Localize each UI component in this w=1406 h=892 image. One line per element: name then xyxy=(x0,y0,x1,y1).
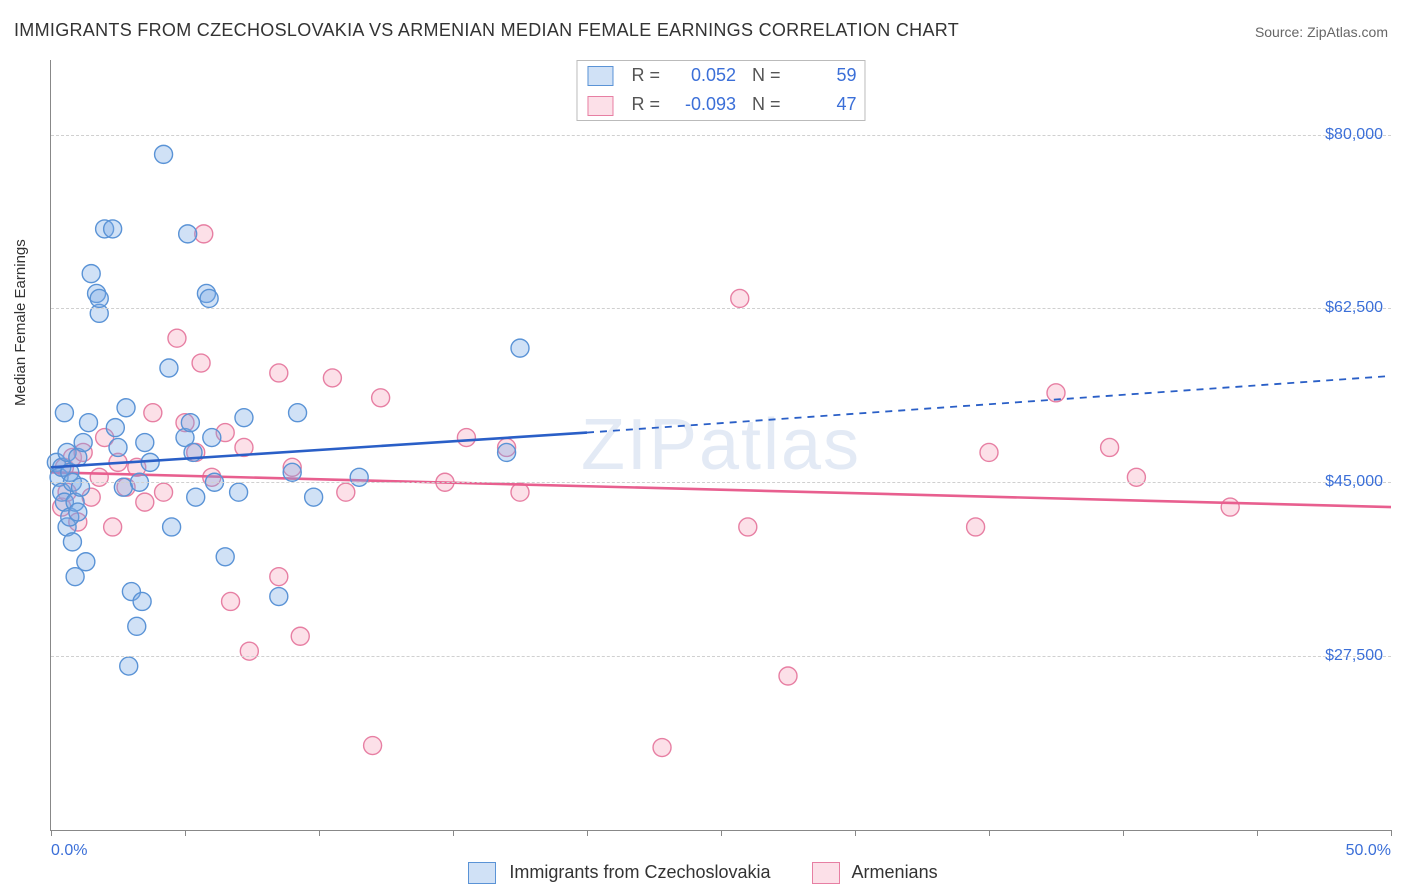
legend-item-pink: Armenians xyxy=(812,862,938,884)
data-point xyxy=(203,429,221,447)
y-tick-label: $27,500 xyxy=(1325,647,1383,665)
data-point xyxy=(1101,438,1119,456)
data-point xyxy=(230,483,248,501)
x-tick-label: 0.0% xyxy=(51,842,87,860)
data-point xyxy=(350,468,368,486)
regression-line xyxy=(51,472,1391,507)
data-point xyxy=(1221,498,1239,516)
data-point xyxy=(181,414,199,432)
data-point xyxy=(160,359,178,377)
data-point xyxy=(155,483,173,501)
data-point xyxy=(364,737,382,755)
legend-swatch-blue xyxy=(468,862,496,884)
data-point xyxy=(235,409,253,427)
scatter-svg xyxy=(51,60,1391,830)
data-point xyxy=(63,533,81,551)
data-point xyxy=(222,592,240,610)
bottom-legend: Immigrants from Czechoslovakia Armenians xyxy=(0,862,1406,884)
data-point xyxy=(240,642,258,660)
stats-row-pink: R = -0.093 N = 47 xyxy=(577,90,864,119)
data-point xyxy=(372,389,390,407)
data-point xyxy=(289,404,307,422)
y-tick-label: $80,000 xyxy=(1325,126,1383,144)
data-point xyxy=(136,434,154,452)
r-value-blue: 0.052 xyxy=(668,61,744,90)
n-label: N = xyxy=(744,90,789,119)
data-point xyxy=(323,369,341,387)
y-tick-label: $45,000 xyxy=(1325,473,1383,491)
data-point xyxy=(136,493,154,511)
data-point xyxy=(117,399,135,417)
chart-container: IMMIGRANTS FROM CZECHOSLOVAKIA VS ARMENI… xyxy=(0,0,1406,892)
data-point xyxy=(104,220,122,238)
data-point xyxy=(77,553,95,571)
y-tick-label: $62,500 xyxy=(1325,299,1383,317)
data-point xyxy=(653,739,671,757)
legend-item-blue: Immigrants from Czechoslovakia xyxy=(468,862,770,884)
source-citation: Source: ZipAtlas.com xyxy=(1255,24,1388,40)
data-point xyxy=(200,289,218,307)
swatch-pink xyxy=(587,96,613,116)
data-point xyxy=(192,354,210,372)
data-point xyxy=(109,438,127,456)
data-point xyxy=(106,419,124,437)
data-point xyxy=(291,627,309,645)
x-tick-label: 50.0% xyxy=(1346,842,1391,860)
data-point xyxy=(120,657,138,675)
data-point xyxy=(270,568,288,586)
data-point xyxy=(187,488,205,506)
y-axis-label: Median Female Earnings xyxy=(12,239,29,406)
data-point xyxy=(82,265,100,283)
n-label: N = xyxy=(744,61,789,90)
data-point xyxy=(80,414,98,432)
data-point xyxy=(731,289,749,307)
data-point xyxy=(90,468,108,486)
chart-title: IMMIGRANTS FROM CZECHOSLOVAKIA VS ARMENI… xyxy=(14,20,959,41)
data-point xyxy=(511,339,529,357)
n-value-blue: 59 xyxy=(789,61,865,90)
r-label: R = xyxy=(623,61,668,90)
data-point xyxy=(270,364,288,382)
r-label: R = xyxy=(623,90,668,119)
data-point xyxy=(216,548,234,566)
data-point xyxy=(305,488,323,506)
data-point xyxy=(144,404,162,422)
data-point xyxy=(283,463,301,481)
data-point xyxy=(128,617,146,635)
data-point xyxy=(980,443,998,461)
data-point xyxy=(498,443,516,461)
data-point xyxy=(114,478,132,496)
data-point xyxy=(90,289,108,307)
data-point xyxy=(179,225,197,243)
regression-line-extrapolated xyxy=(587,376,1391,433)
stats-row-blue: R = 0.052 N = 59 xyxy=(577,61,864,90)
data-point xyxy=(739,518,757,536)
correlation-stats-box: R = 0.052 N = 59 R = -0.093 N = 47 xyxy=(576,60,865,121)
data-point xyxy=(163,518,181,536)
data-point xyxy=(104,518,122,536)
data-point xyxy=(69,503,87,521)
data-point xyxy=(195,225,213,243)
data-point xyxy=(71,478,89,496)
data-point xyxy=(133,592,151,610)
data-point xyxy=(1127,468,1145,486)
data-point xyxy=(967,518,985,536)
data-point xyxy=(155,145,173,163)
legend-swatch-pink xyxy=(812,862,840,884)
legend-label-blue: Immigrants from Czechoslovakia xyxy=(509,862,770,882)
n-value-pink: 47 xyxy=(789,90,865,119)
data-point xyxy=(457,429,475,447)
legend-label-pink: Armenians xyxy=(852,862,938,882)
data-point xyxy=(337,483,355,501)
data-point xyxy=(779,667,797,685)
data-point xyxy=(74,434,92,452)
swatch-blue xyxy=(587,66,613,86)
r-value-pink: -0.093 xyxy=(668,90,744,119)
plot-area: ZIPatlas R = 0.052 N = 59 R = -0.093 N =… xyxy=(50,60,1391,831)
data-point xyxy=(270,588,288,606)
data-point xyxy=(168,329,186,347)
data-point xyxy=(55,404,73,422)
